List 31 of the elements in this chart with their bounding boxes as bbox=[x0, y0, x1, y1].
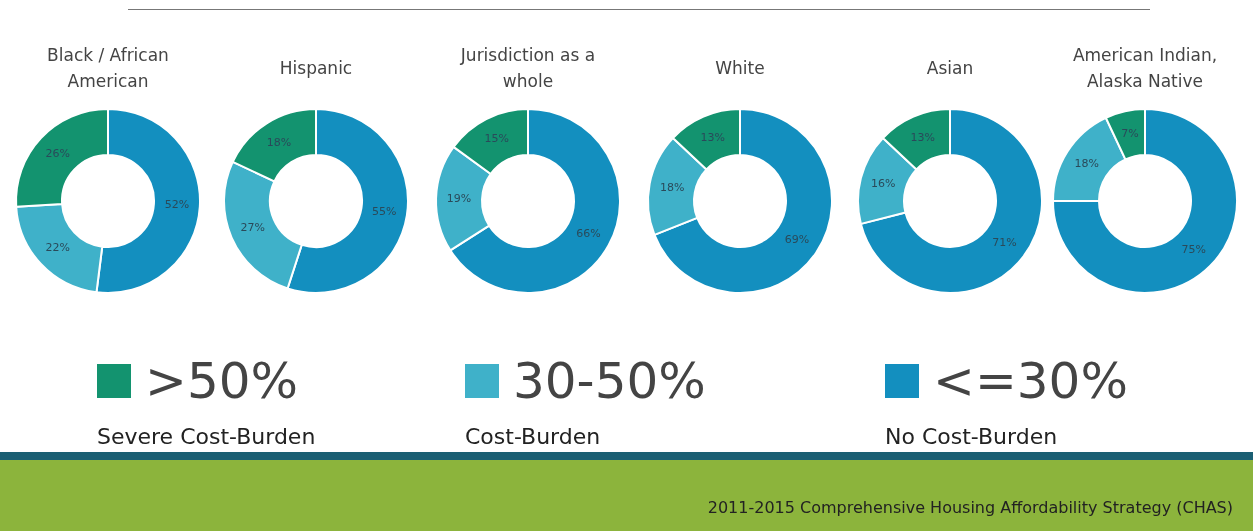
data-label: 7% bbox=[1121, 126, 1139, 140]
data-label: 27% bbox=[240, 221, 265, 235]
chart-title: White bbox=[714, 57, 766, 80]
data-label: 13% bbox=[910, 130, 935, 144]
data-label: 15% bbox=[484, 132, 509, 146]
chart-title: Hispanic bbox=[278, 57, 354, 80]
chart-title: Asian bbox=[925, 57, 975, 80]
text: 2011-2015 Comprehensive Housing Affordability Strategy (CHAS) bbox=[707, 498, 1233, 517]
data-label: 22% bbox=[45, 241, 70, 255]
chart-title: Jurisdiction as a whole bbox=[459, 44, 597, 93]
legend-label: 30-50% bbox=[513, 352, 706, 410]
data-label: 18% bbox=[1074, 156, 1099, 170]
data-label: 13% bbox=[700, 130, 725, 144]
legend-label: >50% bbox=[145, 352, 299, 410]
text: Severe Cost-Burden bbox=[97, 424, 316, 449]
data-label: 66% bbox=[576, 227, 601, 241]
data-label: 19% bbox=[446, 191, 472, 205]
data-label: 18% bbox=[660, 180, 685, 194]
data-label: 52% bbox=[164, 198, 190, 212]
data-label: 75% bbox=[1181, 242, 1207, 256]
data-label: 26% bbox=[45, 146, 70, 160]
data-label: 55% bbox=[371, 204, 397, 218]
text: Cost-Burden bbox=[465, 424, 601, 449]
text: No Cost-Burden bbox=[885, 424, 1058, 449]
chart-title: Black / African American bbox=[46, 44, 170, 93]
legend-label: <=30% bbox=[933, 352, 1128, 410]
chart-title: American Indian, Alaska Native bbox=[1071, 44, 1219, 93]
data-label: 18% bbox=[266, 135, 292, 149]
data-label: 71% bbox=[992, 236, 1017, 250]
data-label: 16% bbox=[870, 176, 896, 190]
data-label: 69% bbox=[784, 232, 810, 246]
